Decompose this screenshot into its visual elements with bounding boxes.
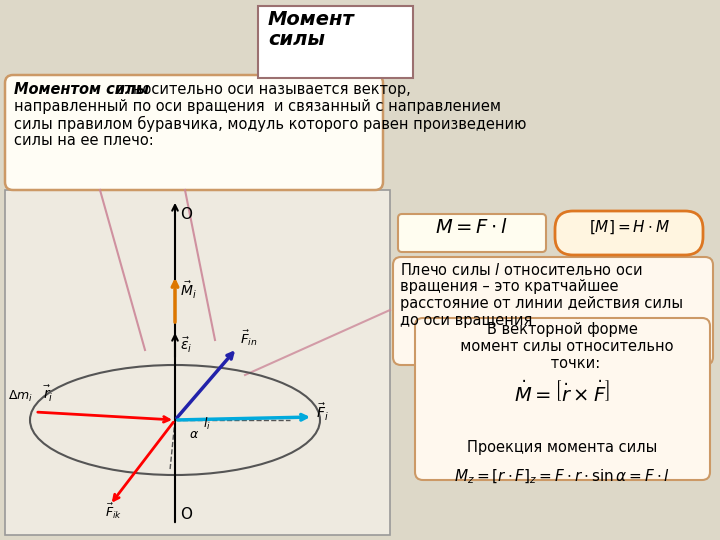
Text: $\Delta m_i$: $\Delta m_i$ [8, 389, 33, 404]
Text: $l_i$: $l_i$ [203, 416, 211, 432]
Text: момент силы относительно: момент силы относительно [451, 339, 673, 354]
Text: Плечо силы $l$ относительно оси: Плечо силы $l$ относительно оси [400, 262, 643, 278]
Text: O: O [180, 207, 192, 222]
Text: $\dot{M} = \left[\dot{r} \times \dot{F}\right]$: $\dot{M} = \left[\dot{r} \times \dot{F}\… [514, 380, 610, 405]
Bar [258, 6, 413, 78]
Text: расстояние от линии действия силы: расстояние от линии действия силы [400, 296, 683, 311]
Text: силы: силы [268, 30, 325, 49]
Text: силы на ее плечо:: силы на ее плечо: [14, 133, 154, 148]
Text: Проекция момента силы: Проекция момента силы [467, 440, 657, 455]
FancyBboxPatch shape [393, 257, 713, 365]
Text: O: O [180, 507, 192, 522]
FancyBboxPatch shape [398, 214, 546, 252]
Text: $\vec{r}_i$: $\vec{r}_i$ [43, 384, 53, 404]
Text: до оси вращения: до оси вращения [400, 313, 532, 328]
Text: $\vec{M}_i$: $\vec{M}_i$ [180, 280, 197, 301]
Text: $\vec{F}_i$: $\vec{F}_i$ [316, 402, 329, 423]
Text: относительно оси называется вектор,: относительно оси называется вектор, [111, 82, 410, 97]
FancyBboxPatch shape [5, 75, 383, 190]
Text: $\vec{F}_{in}$: $\vec{F}_{in}$ [240, 329, 258, 348]
Text: $\alpha$: $\alpha$ [189, 428, 199, 441]
Text: $\vec{\varepsilon}_i$: $\vec{\varepsilon}_i$ [180, 335, 192, 355]
Text: точки:: точки: [523, 356, 600, 371]
Text: $M_z = \left[r \cdot F\right]_z = F \cdot r \cdot \sin\alpha = F \cdot l$: $M_z = \left[r \cdot F\right]_z = F \cdo… [454, 468, 670, 487]
Text: вращения – это кратчайшее: вращения – это кратчайшее [400, 279, 618, 294]
FancyBboxPatch shape [415, 318, 710, 480]
Bar [5, 190, 390, 535]
Text: Момент: Момент [268, 10, 355, 29]
Text: силы правилом буравчика, модуль которого равен произведению: силы правилом буравчика, модуль которого… [14, 116, 526, 132]
FancyBboxPatch shape [555, 211, 703, 255]
Text: $\vec{F}_{ik}$: $\vec{F}_{ik}$ [105, 502, 122, 521]
Text: $M = F \cdot l$: $M = F \cdot l$ [436, 218, 508, 237]
Text: Моментом силы: Моментом силы [14, 82, 149, 97]
Text: направленный по оси вращения  и связанный с направлением: направленный по оси вращения и связанный… [14, 99, 501, 114]
Text: В векторной форме: В векторной форме [487, 322, 637, 337]
Text: $[M] = H \cdot M$: $[M] = H \cdot M$ [589, 219, 670, 237]
